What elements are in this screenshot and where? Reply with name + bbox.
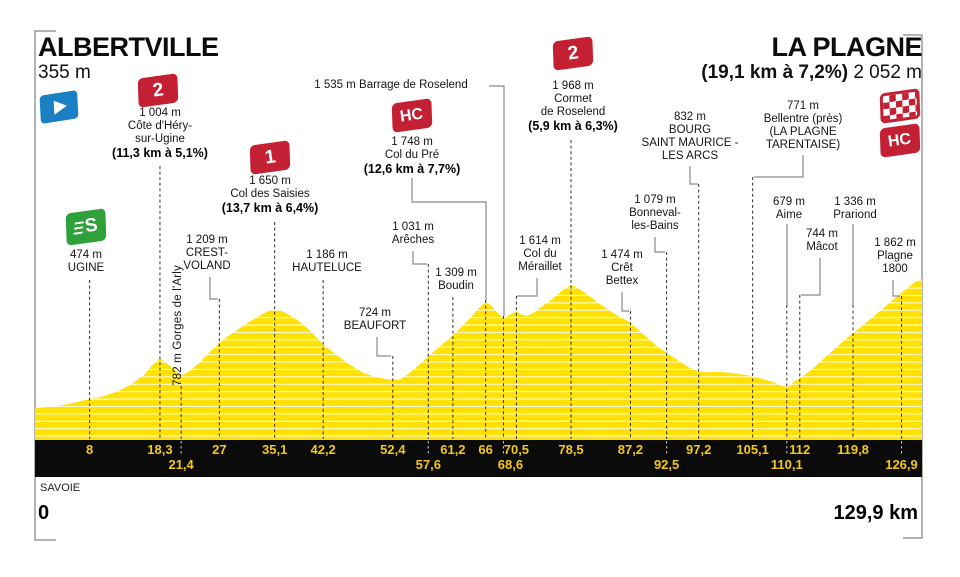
start-city: ALBERTVILLE	[38, 32, 219, 62]
climb-category-badge-cormet-de-roselend: 2	[552, 36, 594, 71]
start-km-label: 0	[38, 502, 50, 524]
connector-bellentre	[754, 155, 804, 178]
label-beaufort: 724 m BEAUFORT	[343, 307, 407, 333]
label-areches: 1 031 m Arêches	[391, 221, 435, 247]
axis-km-col-des-saisies: 35,1	[262, 442, 288, 457]
label-barrage-roselend: 1 535 m Barrage de Roselend	[314, 79, 468, 91]
label-aime: 679 m Aime	[773, 196, 805, 222]
finish-stats: (19,1 km à 7,2%) 2 052 m	[701, 62, 922, 84]
axis-km-beaufort: 52,4	[380, 442, 406, 457]
climb-stats-cormet-de-roselend: (5,9 km à 6,3%)	[528, 119, 618, 134]
climb-category-badge-col-des-saisies: 1	[249, 140, 291, 175]
start-elevation: 355 m	[38, 62, 91, 83]
connector-col-du-meraillet	[517, 278, 538, 297]
climb-category-badge-col-du-pre: HC	[391, 98, 433, 133]
distance-axis-bar	[35, 440, 922, 477]
axis-km-boudin: 61,2	[440, 442, 466, 457]
axis-km-bonneval-les-bains: 92,5	[653, 457, 680, 472]
label-hery: 1 004 m Côte d'Héry-sur-Ugine (11,3 km à 5…	[112, 107, 208, 161]
axis-bar-dashes	[180, 441, 903, 455]
label-connector-lines	[209, 85, 900, 357]
connector-macot	[801, 258, 821, 296]
label-ugine: 474 m UGINE	[67, 249, 105, 275]
start-header: ALBERTVILLE 355 m	[38, 34, 219, 84]
connector-beaufort	[376, 337, 391, 357]
finish-city: LA PLAGNE	[771, 32, 923, 62]
axis-km-crest-voland: 27	[212, 442, 227, 457]
climb-stats-col-des-saisies: (13,7 km à 6,4%)	[221, 201, 319, 216]
axis-km-hauteluce: 42,2	[310, 442, 336, 457]
label-gorges-arly: 782 m Gorges de l'Arly	[172, 264, 184, 386]
axis-km-gorges-arly: 21,4	[168, 457, 194, 472]
depart-flag-icon	[39, 89, 79, 125]
label-col-des-saisies: 1 650 m Col des Saisies (13,7 km à 6,4%)	[221, 175, 319, 216]
axis-km-col-du-meraillet: 70,5	[503, 442, 530, 457]
axis-km-plagne-1800: 126,9	[885, 457, 918, 472]
label-cret-bettex: 1 474 m Crêt Bettex	[601, 249, 643, 288]
axis-km-macot: 112	[789, 442, 811, 457]
label-bonneval-les-bains: 1 079 m Bonneval-les-Bains	[629, 194, 681, 233]
label-col-du-pre: 1 748 m Col du Pré (12,6 km à 7,7%)	[363, 136, 461, 177]
sprint-badge-icon-ugine: S	[65, 208, 107, 246]
label-cormet-de-roselend: 1 968 m Cormet de Roselend (5,9 km à 6,3%)	[528, 80, 618, 134]
finish-hc-badge-icon: HC	[879, 123, 921, 158]
connector-areches	[412, 251, 427, 265]
label-bourg-saint-maurice: 832 m BOURG SAINT MAURICE - LES ARCS	[641, 111, 739, 163]
waypoint-dashed-lines	[89, 140, 903, 439]
region-label: SAVOIE	[40, 482, 81, 494]
axis-km-barrage-roselend: 68,6	[497, 457, 524, 472]
label-boudin: 1 309 m Boudin	[435, 267, 477, 293]
connector-barrage-roselend	[489, 85, 505, 316]
label-bellentre: 771 m Bellentre (près) (LA PLAGNE TARENTAIS…	[763, 100, 843, 152]
axis-km-col-du-pre: 66	[478, 442, 493, 457]
axis-km-prariond: 119,8	[837, 442, 869, 457]
depart-triangle-icon	[53, 98, 67, 115]
label-macot: 744 m Mâcot	[806, 228, 838, 254]
connector-crest-voland	[209, 277, 218, 300]
axis-km-cormet-de-roselend: 78,5	[558, 442, 584, 457]
label-col-du-meraillet: 1 614 m Col du Méraillet	[518, 235, 562, 274]
connector-bonneval-les-bains	[654, 237, 665, 253]
climb-category-badge-hery: 2	[137, 73, 179, 108]
connector-bourg-saint-maurice	[689, 166, 698, 185]
connector-cret-bettex	[621, 292, 629, 312]
axis-km-cret-bettex: 87,2	[617, 442, 644, 457]
climb-stats-hery: (11,3 km à 5,1%)	[112, 146, 208, 161]
axis-km-areches: 57,6	[415, 457, 441, 472]
elevation-profile-area	[35, 278, 922, 440]
axis-km-ugine: 8	[86, 442, 94, 457]
finish-header: LA PLAGNE (19,1 km à 7,2%) 2 052 m	[701, 34, 922, 84]
axis-km-aime: 110,1	[770, 457, 803, 472]
label-crest-voland: 1 209 m CREST- VOLAND	[183, 234, 231, 273]
end-km-label: 129,9 km	[833, 502, 918, 524]
label-prariond: 1 336 m Prariond	[833, 196, 877, 222]
axis-km-hery: 18,3	[147, 442, 173, 457]
label-plagne-1800: 1 862 m Plagne 1800	[874, 237, 916, 276]
climb-stats-col-du-pre: (12,6 km à 7,7%)	[363, 162, 461, 177]
finish-checkered-flag-icon	[879, 88, 921, 124]
connector-col-du-pre	[411, 178, 487, 300]
connector-plagne-1800	[892, 280, 900, 297]
finish-gradient: (19,1 km à 7,2%)	[701, 62, 849, 83]
axis-km-bourg-saint-maurice: 97,2	[686, 442, 712, 457]
label-hauteluce: 1 186 m HAUTELUCE	[292, 249, 362, 275]
axis-km-bellentre: 105,1	[736, 442, 769, 457]
sprint-speed-lines-icon	[73, 220, 84, 236]
finish-elevation: 2 052 m	[848, 62, 922, 83]
